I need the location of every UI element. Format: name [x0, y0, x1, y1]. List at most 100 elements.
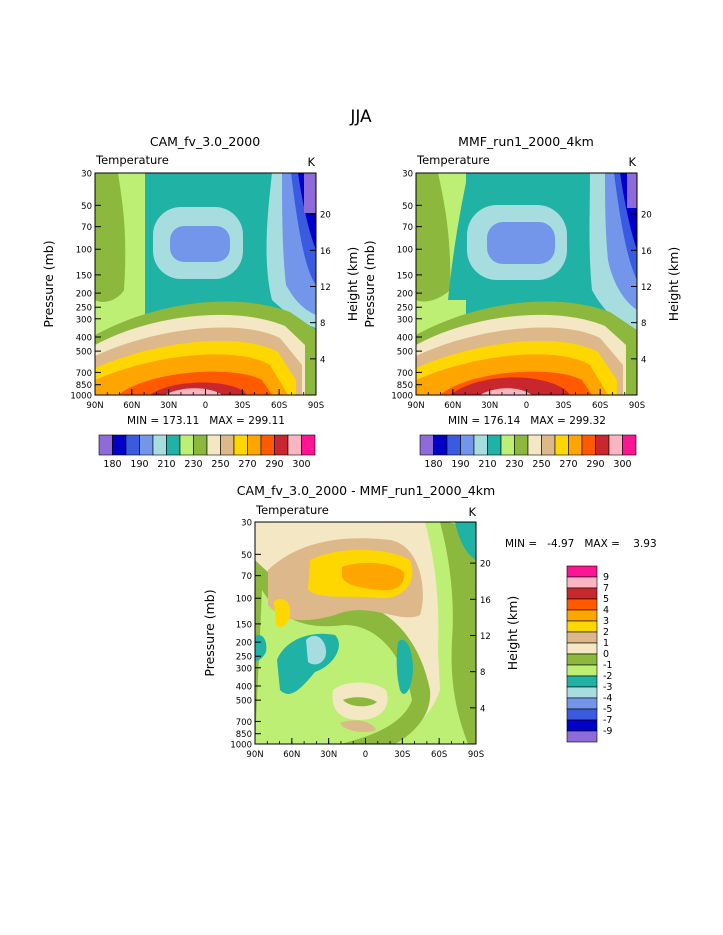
colorbar-swatch: [193, 434, 208, 456]
colorbar-swatch: [446, 434, 461, 456]
colorbar-swatch: [301, 434, 316, 456]
colorbar-swatch: [566, 664, 598, 677]
y-axis-right: 4 8 12 16 20: [470, 560, 491, 714]
colorbar-label: -3: [603, 682, 612, 693]
colorbar-swatch: [98, 434, 113, 456]
y-tick-label: 70: [81, 223, 92, 233]
contour-band-240-left: [416, 173, 451, 302]
colorbar-label: 270: [238, 459, 256, 470]
colorbar-label: 210: [478, 459, 496, 470]
panel-title: CAM_fv_3.0_2000 - MMF_run1_2000_4km: [237, 483, 495, 498]
colorbar-swatch: [566, 631, 598, 644]
colorbar-swatch: [566, 587, 598, 600]
colorbar-swatch: [514, 434, 529, 456]
x-tick-label: 60N: [123, 401, 140, 411]
y-right-tick-label: 20: [480, 560, 491, 570]
x-tick-label: 60N: [444, 401, 461, 411]
y-tick-label: 1000: [230, 741, 252, 751]
diff-band-minus1-central: [343, 697, 377, 707]
units-label: K: [307, 155, 315, 169]
y-tick-label: 30: [241, 519, 252, 529]
y-axis-label-right: Height (km): [505, 596, 520, 670]
colorbar-label: 250: [211, 459, 229, 470]
colorbar-label: -2: [603, 671, 612, 682]
colorbar-swatch: [152, 434, 167, 456]
panel-title: CAM_fv_3.0_2000: [150, 134, 260, 149]
y-right-tick-label: 16: [320, 247, 331, 257]
colorbar-label: 7: [603, 583, 609, 594]
colorbar-swatch: [500, 434, 515, 456]
colorbar-swatch: [473, 434, 488, 456]
colorbar-swatch: [166, 434, 181, 456]
colorbar-swatch: [112, 434, 127, 456]
x-tick-label: 30N: [320, 750, 337, 760]
y-tick-label: 300: [76, 315, 92, 325]
variable-label: Temperature: [95, 153, 169, 167]
x-axis: 90N 60N 30N 0 30S 60S 90S: [407, 389, 645, 411]
x-tick-label: 90S: [308, 401, 324, 411]
colorbar-label: -1: [603, 660, 612, 671]
contour-band-300: [165, 388, 222, 395]
colorbar-label: 9: [603, 572, 609, 583]
colorbar-label: 2: [603, 627, 609, 638]
contour-band-295: [450, 377, 569, 395]
contour-band-195: [487, 222, 555, 264]
x-tick-label: 60S: [592, 401, 608, 411]
y-tick-label: 150: [397, 271, 413, 281]
colorbar-label: -7: [603, 715, 612, 726]
diff-band-1-central: [340, 720, 376, 732]
x-tick-label: 90N: [246, 750, 263, 760]
colorbar-swatch: [554, 434, 569, 456]
x-tick-label: 60N: [283, 750, 300, 760]
x-tick-label: 90S: [629, 401, 645, 411]
x-tick-label: 60S: [431, 750, 447, 760]
y-tick-label: 250: [76, 304, 92, 314]
y-tick-label: 50: [402, 202, 413, 212]
y-right-tick-label: 4: [641, 355, 646, 365]
colorbar-swatch: [566, 653, 598, 666]
colorbar-swatch: [566, 708, 598, 721]
colorbar-swatch: [179, 434, 194, 456]
y-tick-label: 250: [397, 304, 413, 314]
diff-band-minus2-b: [255, 634, 267, 661]
colorbar-label: 180: [103, 459, 121, 470]
x-axis: 90N 60N 30N 0 30S 60S 90S: [246, 738, 484, 760]
y-tick-label: 150: [236, 620, 252, 630]
diff-band-minus2-c: [396, 639, 413, 694]
colorbar-swatch: [125, 434, 140, 456]
colorbar-swatch: [566, 565, 598, 578]
contour-band-240-left: [95, 173, 126, 302]
colorbar-swatch: [566, 697, 598, 710]
colorbar-swatch: [566, 686, 598, 699]
y-tick-label: 30: [402, 170, 413, 180]
y-axis-label: Pressure (mb): [41, 240, 56, 327]
x-axis: 90N 60N 30N 0 30S 60S 90S: [86, 389, 324, 411]
y-tick-label: 850: [76, 381, 92, 391]
x-tick-label: 30N: [481, 401, 498, 411]
y-tick-label: 100: [76, 246, 92, 256]
colorbar-swatch: [433, 434, 448, 456]
colorbar-swatch: [287, 434, 302, 456]
colorbar-label: 290: [586, 459, 604, 470]
colorbar-label: -9: [603, 726, 612, 737]
y-axis-right: 4 8 12 16 20: [310, 211, 331, 365]
stats-label: MIN = -4.97 MAX = 3.93: [505, 538, 657, 550]
colorbar-label: 270: [559, 459, 577, 470]
y-tick-label: 1000: [391, 392, 413, 402]
colorbar-swatch: [622, 434, 637, 456]
y-right-tick-label: 12: [641, 283, 652, 293]
y-tick-label: 200: [397, 290, 413, 300]
panel-title: MMF_run1_2000_4km: [458, 134, 594, 149]
colorbar-swatch: [566, 675, 598, 688]
colorbar-label: 290: [265, 459, 283, 470]
variable-label: Temperature: [255, 503, 329, 517]
stats-label: MIN = 173.11 MAX = 299.11: [127, 415, 285, 427]
contour-band-180-south: [627, 173, 637, 208]
contour-band-180-south: [304, 173, 316, 213]
x-tick-label: 30S: [234, 401, 250, 411]
colorbar-label: 230: [184, 459, 202, 470]
y-tick-label: 50: [81, 202, 92, 212]
contour-band-300: [480, 388, 532, 395]
